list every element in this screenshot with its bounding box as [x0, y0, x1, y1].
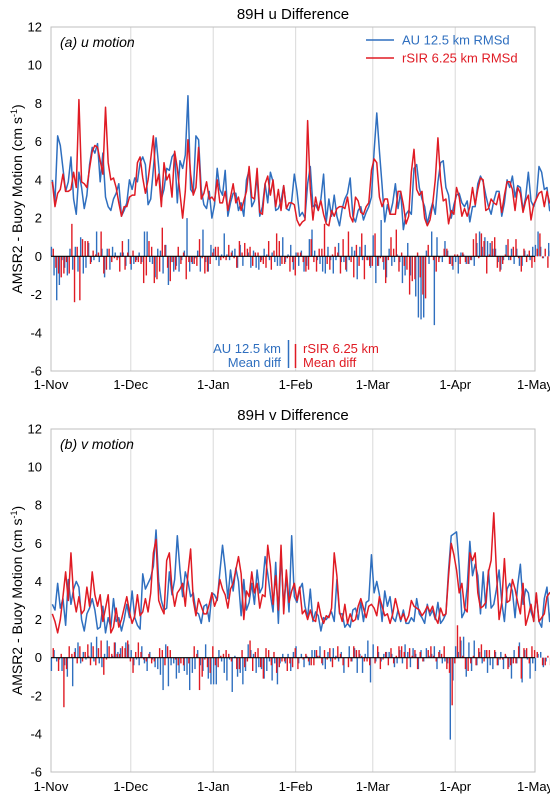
x-tick-label: 1-Apr	[439, 377, 471, 392]
legend-line-label: AU 12.5 km RMSd	[402, 33, 510, 48]
series-line-rsir	[51, 512, 550, 634]
y-tick-label: -2	[30, 287, 42, 302]
y-tick-label: 10	[28, 460, 42, 475]
y-tick-label: 2	[35, 612, 42, 627]
y-tick-label: 2	[35, 211, 42, 226]
x-tick-label: 1-Nov	[34, 377, 69, 392]
y-tick-label: -4	[30, 325, 42, 340]
plot-area	[50, 428, 536, 773]
x-tick-label: 1-Dec	[113, 377, 148, 392]
y-tick-label: 8	[35, 96, 42, 111]
x-tick-label: 1-Apr	[439, 779, 471, 794]
y-tick-label: -6	[30, 364, 42, 379]
legend-line-label: rSIR 6.25 km RMSd	[402, 51, 518, 66]
x-tick-label: 1-Mar	[356, 377, 391, 392]
x-tick-label: 1-Feb	[279, 779, 313, 794]
chart-panel-u: 1-Nov 1-Dec 1-Jan 1-Feb 1-Mar 1-Apr 1-May -6 -4 -…	[9, 6, 550, 392]
y-tick-label: 8	[35, 498, 42, 513]
series-line-au	[51, 529, 550, 634]
x-tick-label: 1-Jan	[197, 779, 230, 794]
x-tick-label: 1-Feb	[279, 377, 313, 392]
legend-bar-label-au: Mean diff	[228, 355, 282, 370]
y-tick-label: 0	[35, 650, 42, 665]
plot-area	[50, 26, 536, 372]
chart-title: 89H v Difference	[237, 407, 348, 424]
y-tick-label: 6	[35, 536, 42, 551]
x-tick-label: 1-May	[517, 377, 550, 392]
legend-bar-label-rsir: rSIR 6.25 km	[303, 341, 379, 356]
y-tick-label: 6	[35, 134, 42, 149]
series-line-au	[51, 95, 550, 231]
y-tick-label: 12	[28, 20, 42, 35]
panel-label: (a) u motion	[60, 34, 135, 50]
y-tick-label: 4	[35, 172, 42, 187]
y-tick-label: -4	[30, 726, 42, 741]
y-tick-label: 12	[28, 422, 42, 437]
y-tick-label: 10	[28, 58, 42, 73]
x-tick-label: 1-Dec	[113, 779, 148, 794]
x-tick-label: 1-Mar	[356, 779, 391, 794]
chart-title: 89H u Difference	[237, 6, 349, 23]
y-tick-label: -2	[30, 688, 42, 703]
x-tick-label: 1-May	[517, 779, 550, 794]
y-axis-label: AMSR2 - Buoy Motion (cm s-1)	[9, 104, 25, 293]
x-tick-label: 1-Nov	[34, 779, 69, 794]
legend-bar-label-rsir: Mean diff	[303, 355, 357, 370]
y-axis-label: AMSR2 - Buoy Motion (cm s-1)	[9, 506, 25, 695]
y-tick-label: -6	[30, 765, 42, 780]
y-tick-label: 0	[35, 249, 42, 264]
panel-label: (b) v motion	[60, 436, 134, 452]
legend-bar-label-au: AU 12.5 km	[213, 341, 281, 356]
series-line-rsir	[51, 98, 550, 227]
x-tick-label: 1-Jan	[197, 377, 230, 392]
chart-panel-v: 1-Nov 1-Dec 1-Jan 1-Feb 1-Mar 1-Apr 1-May -6 -4 -…	[9, 407, 550, 794]
y-tick-label: 4	[35, 574, 42, 589]
